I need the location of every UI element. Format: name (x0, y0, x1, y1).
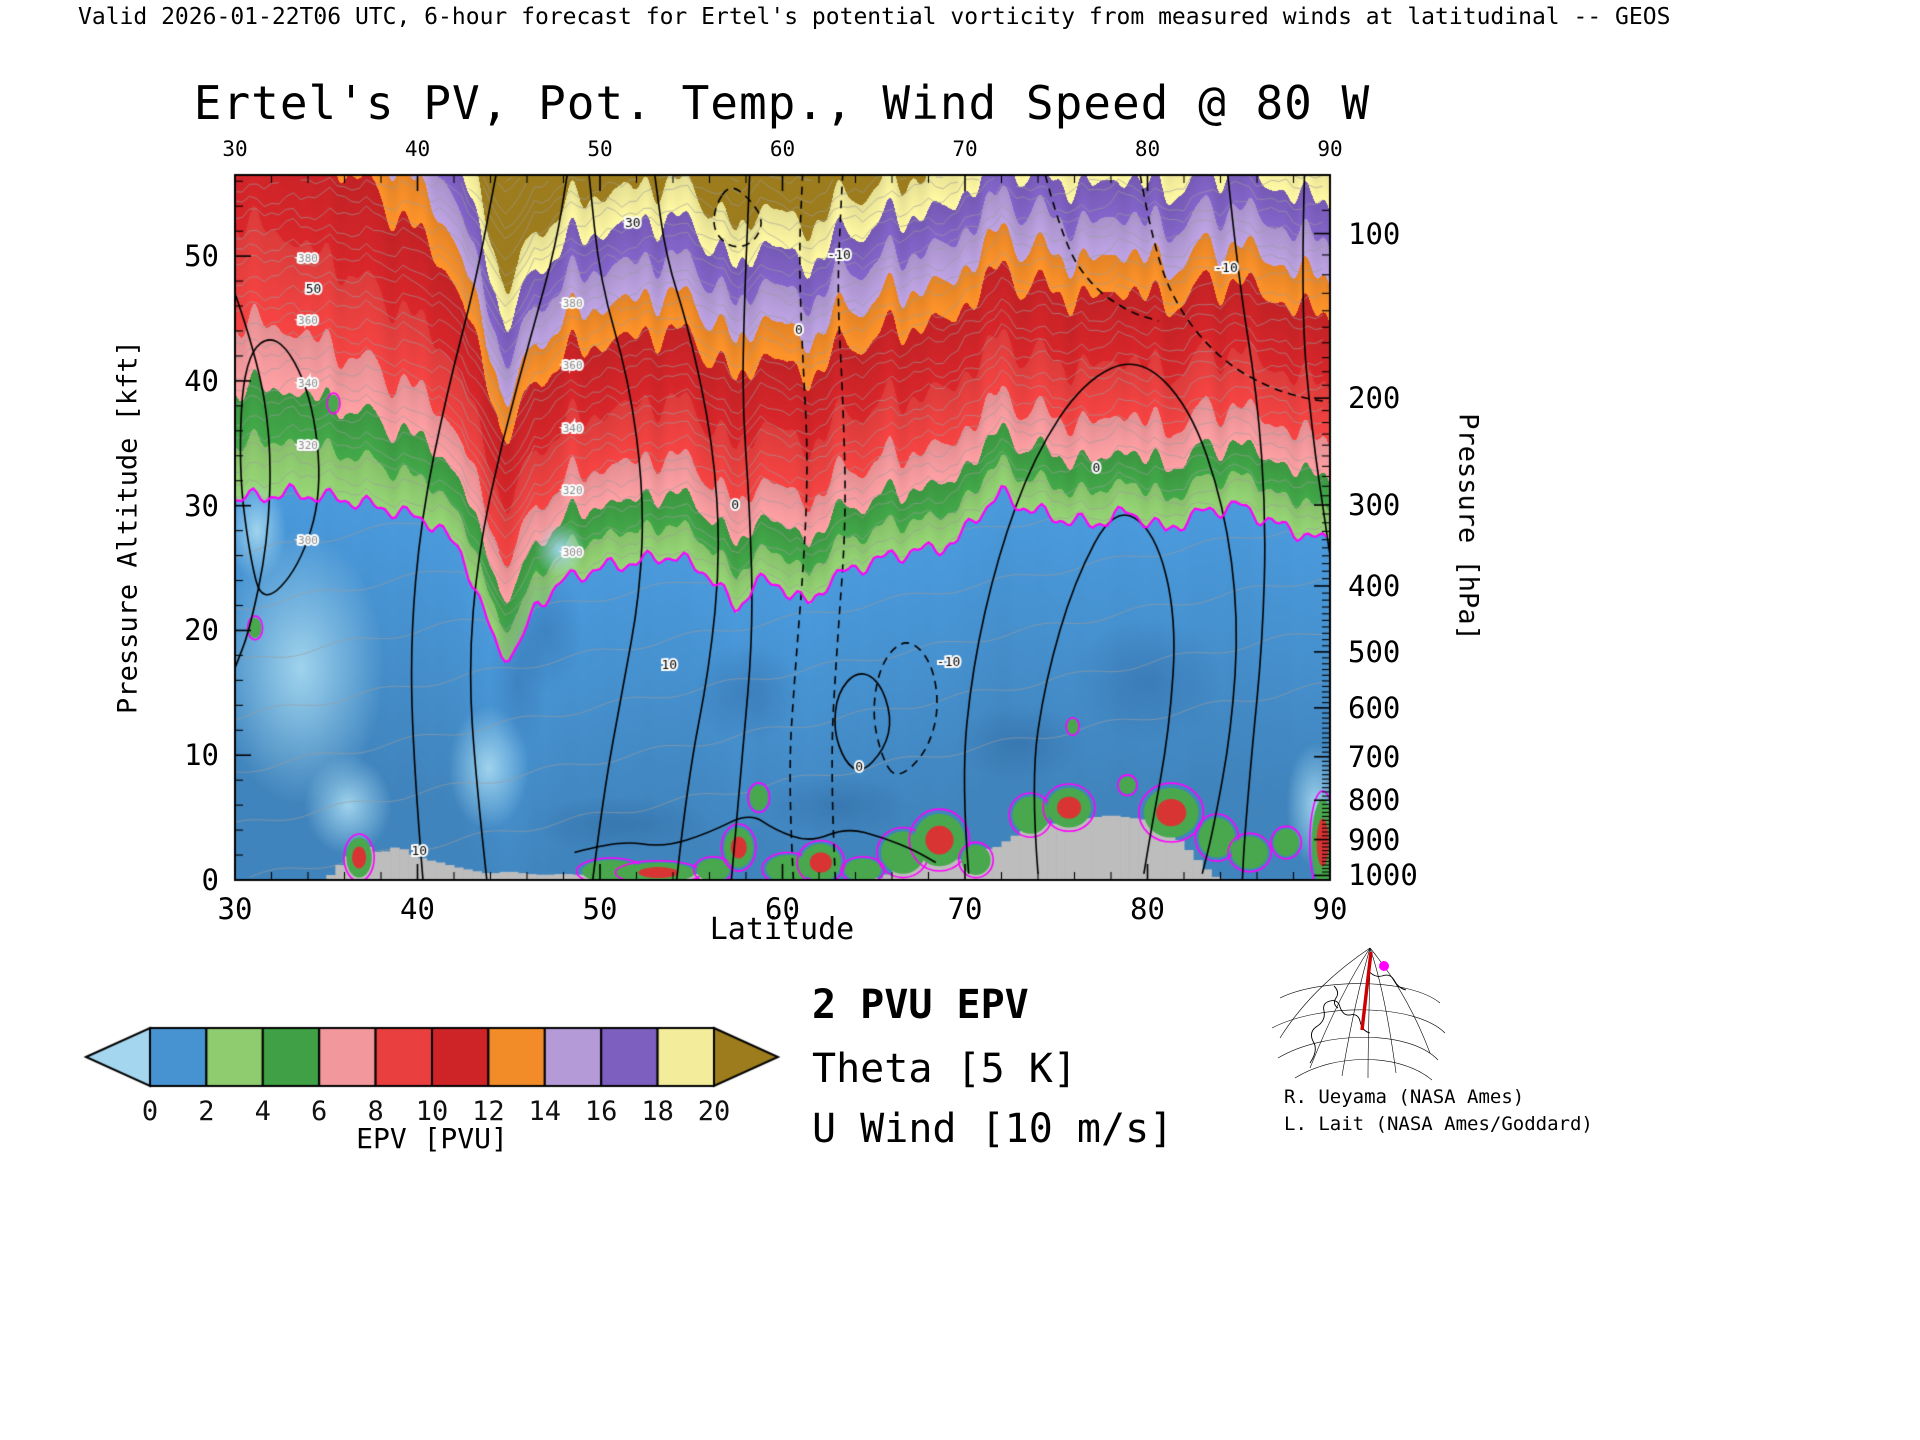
colorbar-tick-label: 6 (311, 1096, 328, 1127)
hpa-tick-label: 400 (1348, 568, 1401, 603)
x-tick-label-top: 60 (769, 137, 796, 161)
colorbar-tick-label: 2 (198, 1096, 215, 1127)
colorbar-tick-label: 12 (472, 1096, 505, 1127)
hpa-tick-label: 700 (1348, 739, 1401, 774)
hpa-tick-label: 1000 (1348, 858, 1418, 893)
x-tick-label: 70 (947, 892, 983, 926)
x-tick-label-top: 40 (404, 137, 431, 161)
kft-tick-label: 10 (184, 738, 219, 773)
x-tick-label: 60 (765, 892, 800, 926)
hpa-tick-label: 200 (1348, 381, 1401, 416)
x-tick-label-top: 30 (222, 137, 248, 161)
x-tick-label: 40 (400, 892, 435, 926)
globe-map-inset (1271, 947, 1446, 1081)
colorbar-tick-label: 16 (584, 1096, 618, 1127)
hpa-tick-label: 800 (1348, 783, 1401, 818)
kft-tick-label: 50 (184, 239, 219, 274)
colorbar-tick-label: 20 (697, 1096, 731, 1127)
hpa-tick-label: 500 (1348, 634, 1401, 669)
x-tick-label: 50 (582, 892, 618, 926)
location-dot (1379, 961, 1389, 971)
kft-tick-label: 30 (184, 488, 219, 523)
x-axis-label: Latitude (709, 912, 855, 947)
kft-tick-label: 0 (201, 863, 219, 897)
x-tick-label: 80 (1130, 892, 1165, 926)
credit-line-1: R. Ueyama (NASA Ames) (1284, 1086, 1525, 1108)
legend-2pvu-epv: 2 PVU EPV (812, 982, 1029, 1028)
valid-time-header: Valid 2026-01-22T06 UTC, 6-hour forecast… (78, 4, 1671, 30)
kft-tick-label: 40 (184, 363, 219, 398)
colorbar-tick-label: 18 (641, 1096, 674, 1127)
colorbar-tick-label: 10 (415, 1096, 449, 1127)
credit-line-2: L. Lait (NASA Ames/Goddard) (1284, 1113, 1593, 1135)
x-tick-label-top: 90 (1317, 137, 1343, 161)
x-tick-label-top: 80 (1134, 137, 1161, 161)
cross-section-line (1360, 951, 1373, 1031)
hpa-tick-label: 300 (1348, 488, 1401, 522)
x-tick-label-top: 50 (587, 137, 613, 161)
y-axis-label-right: Pressure [hPa] (1452, 413, 1484, 641)
legend-theta: Theta [5 K] (812, 1046, 1077, 1092)
x-tick-label-top: 70 (952, 137, 978, 161)
map-graticule (1271, 947, 1446, 1081)
x-tick-label: 30 (217, 892, 253, 926)
kft-tick-label: 20 (184, 613, 219, 648)
page-title: Ertel's PV, Pot. Temp., Wind Speed @ 80 … (193, 76, 1371, 130)
colorbar-label: EPV [PVU] (356, 1122, 508, 1155)
map-coastlines (1309, 969, 1407, 1064)
colorbar-tick-label: 0 (141, 1096, 159, 1127)
colorbar-tick-label: 8 (367, 1096, 384, 1127)
colorbar-tick-label: 4 (254, 1096, 271, 1127)
hpa-tick-label: 100 (1348, 216, 1401, 251)
legend-uwind: U Wind [10 m/s] (812, 1106, 1174, 1152)
hpa-tick-label: 600 (1348, 690, 1401, 725)
colorbar-tick-label: 14 (528, 1096, 562, 1127)
hpa-tick-label: 900 (1348, 822, 1401, 857)
x-tick-label: 90 (1312, 892, 1348, 926)
